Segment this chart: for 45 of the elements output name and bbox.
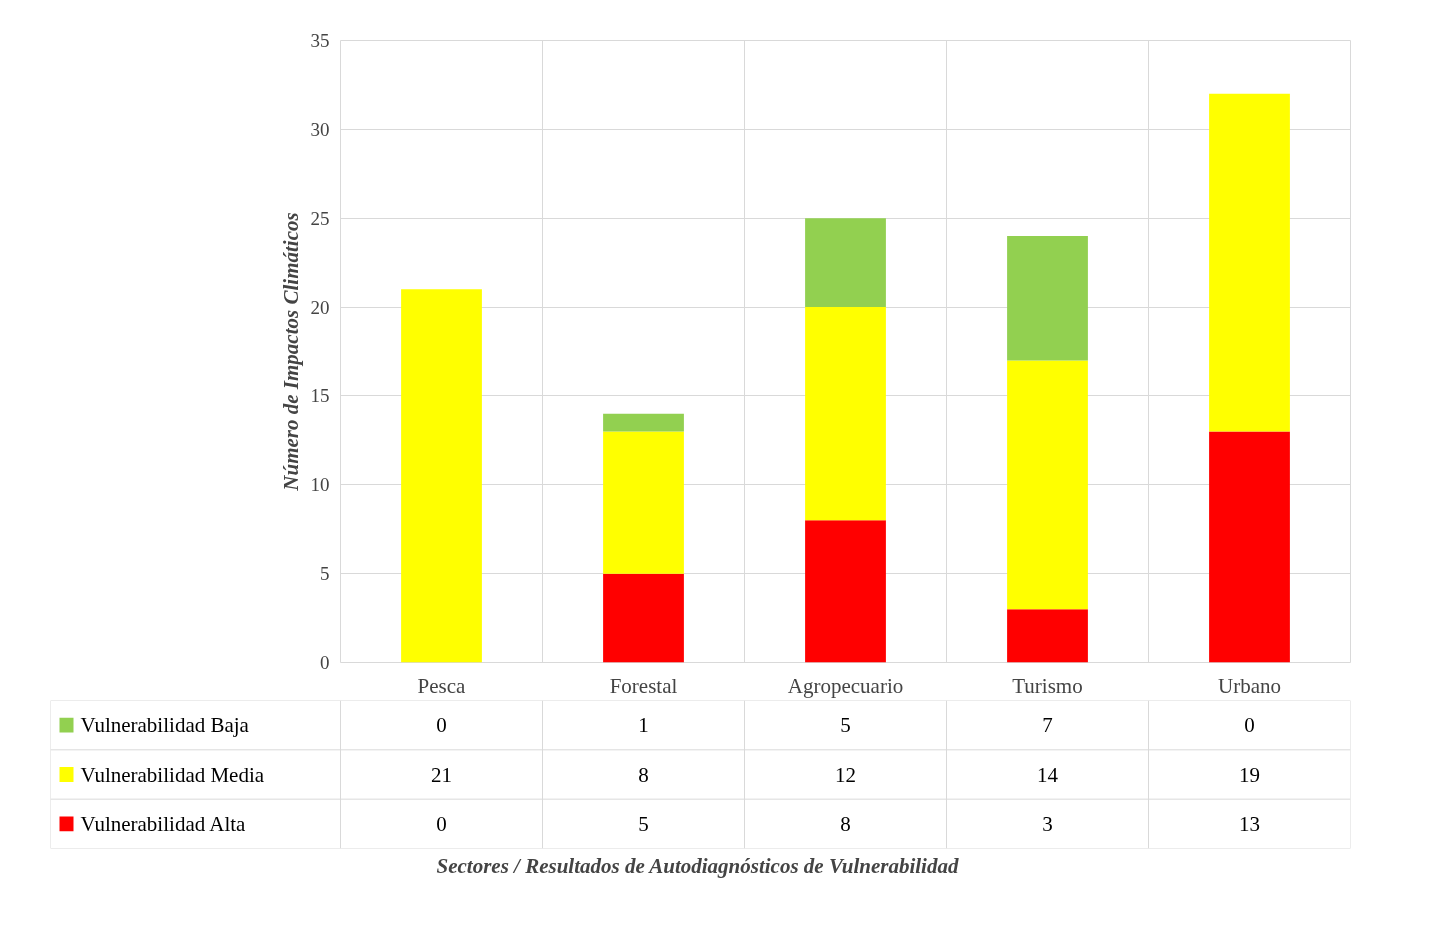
data-label: 1 xyxy=(638,713,649,738)
y-tick-label: 10 xyxy=(310,474,330,496)
legend-label: Vulnerabilidad Media xyxy=(80,762,265,787)
bar xyxy=(1209,431,1290,663)
text: Sectores / Resultados de Autodiagnósticos de Vulnerabilidad xyxy=(436,853,959,878)
bar xyxy=(805,218,886,308)
x-tick-label: Turismo xyxy=(1012,673,1083,698)
legend-label: Vulnerabilidad Alta xyxy=(80,811,247,836)
x-tick-label: Forestal xyxy=(609,673,678,698)
legend-label: Vulnerabilidad Baja xyxy=(80,713,250,738)
bar xyxy=(603,413,684,432)
bar xyxy=(401,289,482,663)
data-label: 19 xyxy=(1239,762,1260,787)
bar xyxy=(1209,93,1290,432)
bar xyxy=(603,431,684,574)
bar xyxy=(805,307,886,521)
data-label: 5 xyxy=(840,713,851,738)
y-tick-label: 30 xyxy=(310,118,330,140)
x-tick-label: Agropecuario xyxy=(787,673,904,698)
y-tick-label: 20 xyxy=(310,296,330,318)
data-label: 14 xyxy=(1037,762,1059,787)
x-tick-label: Pesca xyxy=(417,673,467,698)
data-label: 12 xyxy=(835,762,856,787)
data-label: 5 xyxy=(638,811,649,836)
y-tick-label: 15 xyxy=(310,385,330,407)
y-tick-label: 5 xyxy=(320,563,330,585)
data-label: 0 xyxy=(1244,713,1255,738)
bar xyxy=(1007,235,1088,361)
data-label: 8 xyxy=(840,811,851,836)
data-label: 0 xyxy=(436,811,447,836)
y-tick-label: 35 xyxy=(310,30,330,51)
data-label: 7 xyxy=(1042,713,1053,738)
bar xyxy=(805,520,886,663)
bar xyxy=(1007,360,1088,610)
data-label: 0 xyxy=(436,713,447,738)
data-label: 21 xyxy=(431,762,452,787)
y-tick-label: 0 xyxy=(320,652,330,673)
bar xyxy=(603,573,684,663)
data-label: 3 xyxy=(1042,811,1053,836)
data-label: 8 xyxy=(638,762,649,787)
data-label: 13 xyxy=(1239,811,1260,836)
y-axis-title: Número de Impactos Climáticos xyxy=(278,212,303,492)
y-tick-label: 25 xyxy=(310,207,330,229)
x-tick-label: Urbano xyxy=(1218,673,1281,698)
bar xyxy=(1007,609,1088,663)
